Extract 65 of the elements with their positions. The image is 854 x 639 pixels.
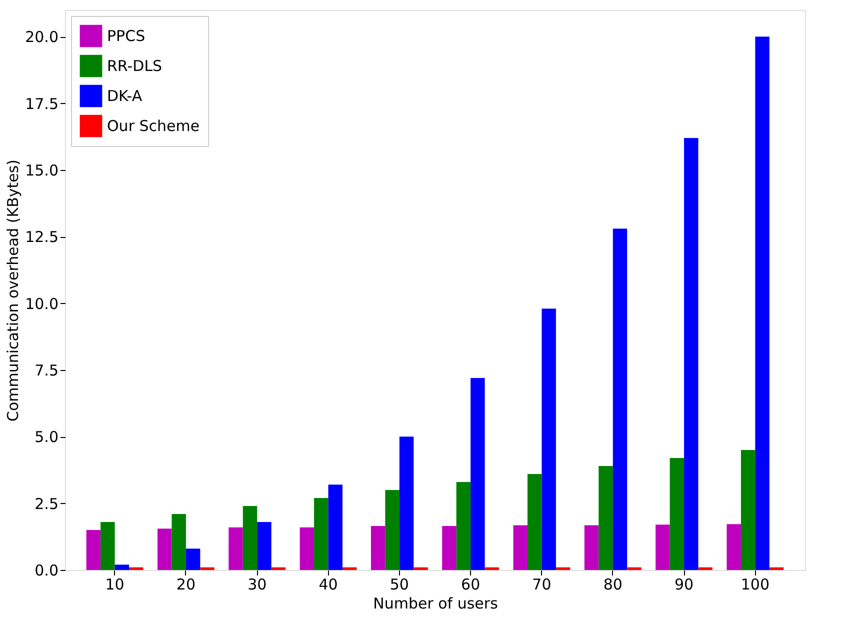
legend-label: PPCS (107, 27, 146, 45)
x-tick-label: 10 (105, 576, 124, 594)
bar (456, 482, 471, 570)
legend-label: DK-A (107, 87, 143, 105)
bar (442, 526, 456, 570)
x-tick-label: 90 (674, 576, 694, 594)
bar (414, 567, 428, 570)
x-tick-label: 50 (390, 576, 409, 594)
y-tick-label: 17.5 (25, 94, 58, 113)
bar (129, 567, 144, 570)
bar (484, 567, 500, 570)
x-axis-title: Number of users (373, 594, 498, 612)
y-tick-label: 0.0 (34, 562, 58, 580)
legend-label: RR-DLS (107, 57, 162, 75)
bar (228, 527, 243, 570)
y-tick-label: 7.5 (34, 362, 58, 380)
y-tick-label: 15.0 (25, 162, 58, 180)
bar (271, 567, 286, 570)
bar (470, 378, 485, 570)
x-tick-label: 80 (603, 576, 622, 594)
x-tick-label: 70 (532, 576, 552, 594)
bar (584, 525, 599, 570)
bar (342, 567, 357, 570)
bar (513, 525, 528, 570)
bar (172, 514, 186, 570)
bar (542, 308, 556, 570)
y-tick-label: 12.5 (25, 228, 58, 246)
bar (158, 528, 172, 570)
x-tick-label: 30 (248, 576, 267, 594)
bar (300, 527, 314, 570)
bar (556, 567, 570, 570)
bar (612, 228, 628, 570)
bar (257, 522, 272, 570)
bar (598, 466, 613, 570)
legend-label: Our Scheme (107, 117, 200, 135)
bar (385, 490, 400, 570)
bar (528, 474, 542, 570)
bar (86, 530, 101, 570)
bar (698, 567, 712, 570)
bar (670, 458, 684, 570)
y-tick-label: 5.0 (34, 428, 58, 446)
bar (100, 522, 115, 570)
bar (114, 564, 130, 570)
bar (684, 138, 698, 570)
x-tick-label: 20 (176, 576, 196, 594)
x-tick-label: 60 (461, 576, 480, 594)
bar (726, 524, 741, 570)
bar (755, 36, 770, 570)
bar (242, 506, 258, 570)
bar (186, 548, 200, 570)
y-tick-label: 20.0 (25, 28, 58, 46)
y-tick-label: 2.5 (34, 494, 58, 513)
bar (769, 567, 784, 570)
bar (399, 436, 414, 570)
bar (627, 567, 642, 570)
bar (370, 526, 386, 570)
bar (200, 567, 214, 570)
bar (656, 524, 670, 570)
y-tick-label: 10.0 (25, 294, 58, 313)
x-tick-label: 40 (318, 576, 338, 594)
y-axis-title: Communication overhead (KBytes) (4, 159, 22, 422)
bar (740, 450, 756, 570)
bar (328, 484, 342, 570)
x-tick-label: 100 (740, 576, 770, 594)
bar (314, 498, 328, 570)
